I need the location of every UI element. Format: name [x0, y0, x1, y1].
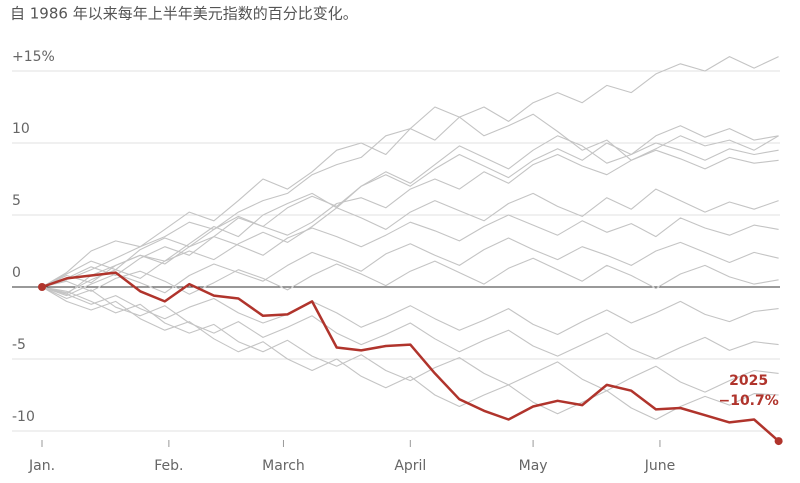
- history-line: [41, 106, 779, 288]
- x-tick-label: April: [394, 458, 426, 474]
- history-line: [41, 286, 779, 360]
- chart-subtitle: 自 1986 年以来每年上半年美元指数的百分比变化。: [10, 5, 358, 23]
- history-line: [41, 286, 779, 421]
- y-tick-label: 5: [12, 193, 21, 209]
- history-line: [41, 286, 779, 336]
- x-tick-label: March: [262, 458, 305, 474]
- history-line: [41, 125, 779, 288]
- x-tick-label: Jan.: [28, 458, 55, 474]
- value-label: −10.7%: [718, 393, 778, 409]
- x-tick-label: June: [644, 458, 676, 474]
- x-tick-label: Feb.: [154, 458, 183, 474]
- history-line: [41, 214, 779, 288]
- end-dot: [38, 283, 47, 291]
- y-tick-label: -10: [12, 409, 35, 425]
- history-line: [41, 257, 779, 295]
- highlight-line: [41, 271, 780, 443]
- y-tick-label: 0: [12, 265, 21, 281]
- y-tick-label: 10: [12, 121, 30, 137]
- history-line: [41, 286, 779, 393]
- y-tick-label: +15%: [12, 49, 55, 65]
- series-label: 2025: [729, 373, 768, 389]
- history-line: [41, 188, 779, 294]
- end-dot: [774, 437, 783, 446]
- x-tick-label: May: [519, 458, 548, 474]
- y-tick-label: -5: [12, 337, 26, 353]
- history-line: [41, 149, 779, 288]
- history-line: [41, 237, 779, 297]
